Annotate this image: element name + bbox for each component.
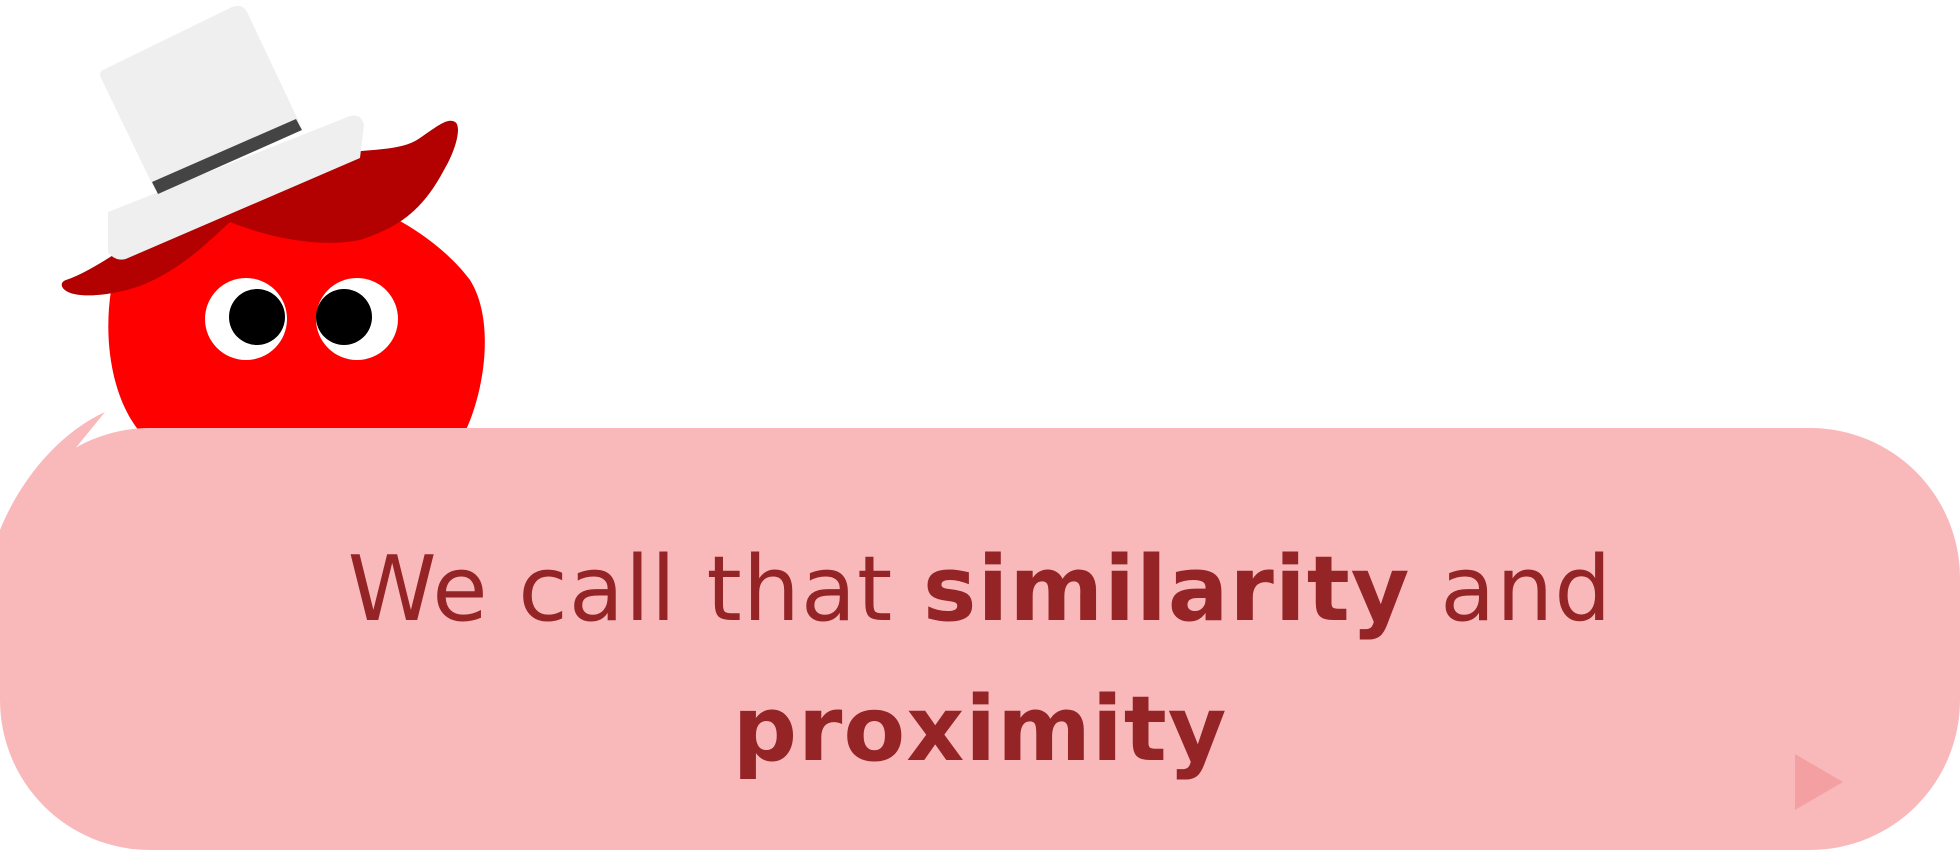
dialogue-text: We call that similarity and proximity <box>200 520 1760 800</box>
mascot-right-eye <box>316 278 398 360</box>
mascot-character <box>61 5 485 432</box>
hat-brim <box>61 120 458 296</box>
play-triangle-icon <box>1795 754 1843 810</box>
hat-band <box>152 119 302 194</box>
advance-dialogue-button[interactable] <box>1795 752 1855 812</box>
dialogue-term-proximity: proximity <box>732 677 1228 782</box>
dialogue-text-part1: We call that <box>347 537 923 642</box>
dialogue-term-similarity: similarity <box>922 537 1411 642</box>
dialogue-line-1: We call that similarity and <box>200 520 1760 660</box>
mascot-left-eye <box>205 278 287 360</box>
hat-base <box>108 115 364 260</box>
dialogue-line-2: proximity <box>200 660 1760 800</box>
speech-bubble <box>0 428 1960 850</box>
dialogue-text-part2: and <box>1410 537 1613 642</box>
